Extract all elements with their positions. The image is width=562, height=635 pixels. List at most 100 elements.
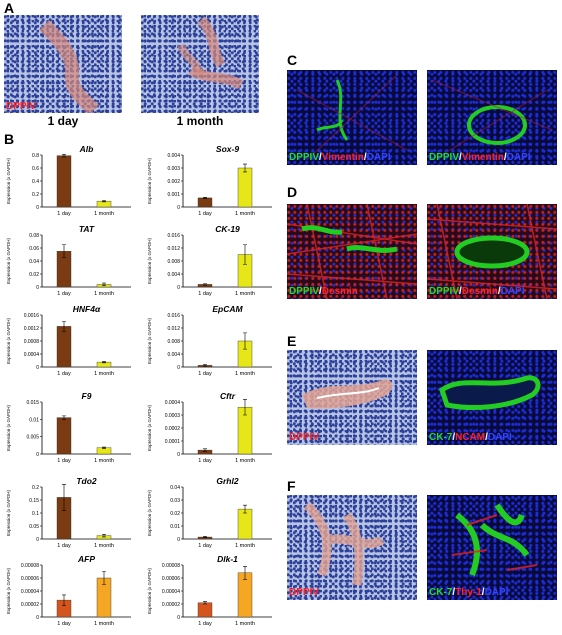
y-tick-label: 0.00004 <box>21 589 39 595</box>
error-bar <box>203 364 207 367</box>
fluor-image-d-left: DPPIV/Desmin <box>287 204 417 299</box>
x-tick-label: 1 day <box>57 543 71 549</box>
y-tick-label: 0.012 <box>167 326 180 332</box>
bar-chart-f9: F9 Expression (x GAPDH) 0 0.005 0.01 0.015 1 d… <box>6 391 131 464</box>
y-tick-label: 0.02 <box>29 272 39 278</box>
error-bar <box>62 321 66 332</box>
error-bar <box>102 534 106 538</box>
error-bar <box>62 415 66 420</box>
fluor-image-d-right: DPPIV/Desmin/DAPI <box>427 204 557 299</box>
error-bar <box>62 244 66 259</box>
y-tick-label: 0.0001 <box>165 439 181 445</box>
label-sep: / <box>485 432 488 443</box>
panel-letter-d: D <box>287 184 298 200</box>
x-tick-label: 1 day <box>57 458 71 464</box>
axis-lines <box>182 155 272 208</box>
x-tick-label: 1 day <box>57 371 71 377</box>
x-tick-label: 1 day <box>57 621 71 627</box>
x-tick-label: 1 day <box>198 543 212 549</box>
axis-lines <box>41 235 131 288</box>
label-sep: / <box>319 152 322 163</box>
x-tick-label: 1 day <box>198 211 212 217</box>
axis-lines <box>182 565 272 618</box>
y-tick-label: 0.1 <box>32 511 39 517</box>
label-vimentin: Vimentin <box>461 152 504 163</box>
bar-chart-sox-9: Sox-9 Expression (x GAPDH) 0 0.001 0.002 0.00… <box>147 144 272 217</box>
x-tick-label: 1 month <box>94 543 114 549</box>
y-tick-label: 0 <box>36 205 39 211</box>
y-axis-label: Expression (x GAPDH) <box>147 317 152 364</box>
axis-lines <box>41 315 131 368</box>
y-axis-label: Expression (x GAPDH) <box>147 157 152 204</box>
y-tick-label: 0.016 <box>167 233 180 239</box>
y-axis-label: Expression (x GAPDH) <box>147 404 152 451</box>
label-sep: / <box>363 152 367 163</box>
y-tick-label: 0.0003 <box>165 413 181 419</box>
y-tick-label: 0.003 <box>167 166 180 172</box>
ihc-image-f: DPPIV <box>287 495 417 600</box>
label-dppiv: DPPIV <box>429 152 460 163</box>
y-tick-label: 0.004 <box>167 153 180 159</box>
ihc-image-1-month <box>141 15 259 113</box>
error-bar <box>62 484 66 511</box>
y-tick-label: 0.04 <box>170 485 180 491</box>
x-tick-label: 1 day <box>57 291 71 297</box>
y-tick-label: 0 <box>177 537 180 543</box>
y-tick-label: 0.016 <box>167 313 180 319</box>
bar-chart-alb: Alb Expression (x GAPDH) 0 0.2 0.4 0.6 0.8 1 da… <box>6 144 131 217</box>
bar-1-month <box>237 167 253 208</box>
label-f-right: CK-7/Thy-1/DAPI <box>429 587 508 598</box>
x-tick-label: 1 day <box>57 211 71 217</box>
green-duct-signal <box>296 74 408 161</box>
error-bar <box>203 283 207 286</box>
bar-1-day <box>197 602 213 618</box>
label-ncam: NCAM <box>455 432 486 443</box>
dppiv-branching-stain <box>303 501 385 586</box>
dppiv-stain-streak <box>39 20 99 113</box>
y-tick-label: 0.2 <box>32 192 39 198</box>
fluor-image-e: CK-7/NCAM/DAPI <box>427 350 557 445</box>
desmin-around-duct <box>427 204 557 299</box>
y-tick-label: 0.2 <box>32 485 39 491</box>
x-tick-label: 1 month <box>235 543 255 549</box>
y-tick-label: 0 <box>36 615 39 621</box>
chart-title: Cftr <box>220 391 236 401</box>
label-sep: / <box>459 152 462 163</box>
label-vimentin: Vimentin <box>321 152 364 163</box>
label-sep: / <box>319 286 322 297</box>
bar-chart-tat: TAT Expression (x GAPDH) 0 0.02 0.04 0.06 0.08… <box>6 224 131 297</box>
label-dppiv: DPPIV <box>289 286 320 297</box>
y-axis-label: Expression (x GAPDH) <box>147 489 152 536</box>
time-label-1-day: 1 day <box>47 114 79 128</box>
x-tick-label: 1 day <box>198 291 212 297</box>
y-tick-label: 0.004 <box>167 352 180 358</box>
ck7-duct-ring <box>439 375 541 411</box>
y-tick-label: 0.6 <box>32 166 39 172</box>
bar-chart-ck-19: CK-19 Expression (x GAPDH) 0 0.004 0.008 0.01… <box>147 224 272 297</box>
error-bar <box>243 332 247 350</box>
y-tick-label: 0.00002 <box>21 602 39 608</box>
y-tick-label: 0.8 <box>32 153 39 159</box>
y-axis-label: Expression (x GAPDH) <box>147 567 152 614</box>
error-bar <box>243 399 247 416</box>
y-tick-label: 0.01 <box>170 524 180 530</box>
label-d-right: DPPIV/Desmin/DAPI <box>429 286 525 297</box>
error-bar <box>102 571 106 585</box>
y-tick-label: 0.00008 <box>21 563 39 569</box>
y-tick-label: 0.06 <box>29 246 39 252</box>
y-tick-label: 0.00002 <box>162 602 180 608</box>
label-dapi: DAPI <box>506 152 531 163</box>
y-tick-label: 0.04 <box>29 259 39 265</box>
x-tick-label: 1 day <box>198 458 212 464</box>
dppiv-stain-ducts <box>177 16 244 90</box>
y-axis-label: Expression (x GAPDH) <box>6 404 11 451</box>
fluor-image-f: CK-7/Thy-1/DAPI <box>427 495 557 600</box>
axis-lines <box>41 155 131 208</box>
label-dapi: DAPI <box>484 587 509 598</box>
time-label-1-month: 1 month <box>176 114 224 128</box>
label-desmin: Desmin <box>321 286 358 297</box>
y-tick-label: 0.012 <box>167 246 180 252</box>
label-dppiv: DPPIV <box>429 286 460 297</box>
error-bar <box>243 244 247 265</box>
label-d-left: DPPIV/Desmin <box>289 286 358 297</box>
